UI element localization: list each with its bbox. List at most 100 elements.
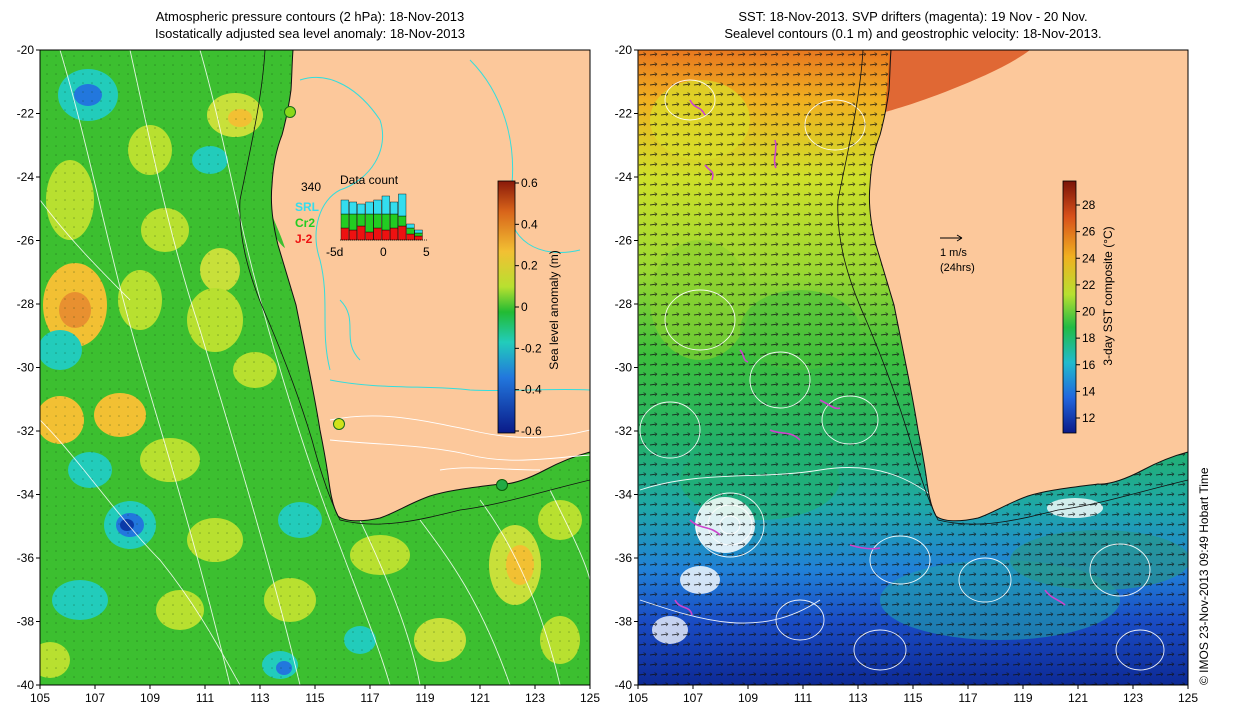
inset-bar-segment <box>357 225 366 241</box>
warm-coastal-water <box>885 50 1030 112</box>
inset-bar-segment <box>406 227 415 235</box>
ssh-colorbar: 0.6 0.4 0.2 0 -0.2 -0.4 -0.6 Sea level anomaly… <box>497 176 561 438</box>
lat-tick-label: -22 <box>17 107 35 121</box>
inset-x-tick: 0 <box>380 245 387 259</box>
inset-bar-segment <box>373 227 382 241</box>
inset-bar-segment <box>398 225 407 241</box>
sst-colorbar-label: 3-day SST composite (°C) <box>1101 226 1115 365</box>
inset-bar-segment <box>381 229 390 241</box>
sst-colorbar-tick-label: 18 <box>1082 331 1096 345</box>
data-count-inset: 340 Data count -5d 0 5 SRL Cr2 J-2 <box>295 173 430 259</box>
ssh-colorbar-tick-label: 0 <box>521 300 528 314</box>
lat-tick-label: -38 <box>17 615 35 629</box>
lat-tick-label: -28 <box>615 297 633 311</box>
lon-tick-label: 115 <box>903 691 922 705</box>
lat-tick-label: -34 <box>17 488 35 502</box>
inset-bar-segment <box>398 193 407 217</box>
sea-level-anomaly-map <box>40 50 590 685</box>
ssh-colorbar-tick-label: -0.2 <box>521 341 542 355</box>
shelf-isobath <box>239 50 590 525</box>
inset-bar-segment <box>365 213 374 233</box>
lat-tick-label: -26 <box>615 234 633 248</box>
lon-tick-label: 113 <box>848 691 867 705</box>
inset-bar-segment <box>406 223 415 229</box>
lon-tick-label: 119 <box>415 691 434 705</box>
sst-colorbar-tick-label: 26 <box>1082 225 1096 239</box>
lat-tick-label: -30 <box>615 361 633 375</box>
lon-tick-label: 123 <box>1123 691 1143 705</box>
coastline <box>270 50 590 522</box>
inset-bar-segment <box>349 201 358 215</box>
left-title-line1: Atmospheric pressure contours (2 hPa): 1… <box>156 9 465 24</box>
inset-bar-segment <box>340 227 349 241</box>
lat-tick-label: -36 <box>17 551 35 565</box>
ssh-colorbar-tick-label: -0.4 <box>521 383 542 397</box>
lon-tick-label: 109 <box>140 691 160 705</box>
lat-tick-label: -40 <box>17 678 35 692</box>
lon-tick-label: 111 <box>196 691 215 705</box>
inset-bar-segment <box>390 213 399 229</box>
left-title-line2: Isostatically adjusted sea level anomaly… <box>155 26 465 41</box>
inset-legend-cr2: Cr2 <box>295 216 315 230</box>
inset-bar-segment <box>406 233 415 241</box>
inset-bar-segment <box>340 213 349 229</box>
lat-tick-label: -24 <box>17 170 35 184</box>
land-pressure-contours <box>329 415 590 471</box>
inset-bars <box>340 193 423 241</box>
sst-colorbar-tick-label: 22 <box>1082 278 1096 292</box>
inset-bar-segment <box>365 231 374 241</box>
inset-bar-segment <box>373 199 382 215</box>
inset-bar-segment <box>349 213 358 231</box>
lon-tick-label: 109 <box>738 691 758 705</box>
sst-colorbar-scale <box>1062 180 1077 434</box>
lon-tick-label: 105 <box>30 691 50 705</box>
lat-tick-label: -22 <box>615 107 633 121</box>
lat-tick-label: -28 <box>17 297 35 311</box>
ssh-colorbar-tick-label: -0.6 <box>521 424 542 438</box>
lat-tick-label: -20 <box>615 43 633 57</box>
velocity-scale-arrow: 1 m/s (24hrs) <box>940 234 975 274</box>
australia-landmass <box>869 50 1188 521</box>
scale-arrow-label: 1 m/s <box>940 247 967 259</box>
lon-tick-label: 113 <box>250 691 269 705</box>
sst-colorbar-tick-label: 14 <box>1082 384 1096 398</box>
lon-tick-label: 125 <box>580 691 600 705</box>
lat-tick-label: -40 <box>615 678 633 692</box>
lat-tick-label: -32 <box>17 424 35 438</box>
lat-tick-label: -34 <box>615 488 633 502</box>
lon-tick-label: 121 <box>470 691 490 705</box>
sst-colorbar-tick-label: 24 <box>1082 251 1096 265</box>
lon-tick-label: 125 <box>1178 691 1198 705</box>
lon-tick-label: 121 <box>1068 691 1088 705</box>
right-title-line2: Sealevel contours (0.1 m) and geostrophi… <box>724 26 1101 41</box>
svp-drifter-tracks <box>674 99 1066 616</box>
lon-tick-label: 105 <box>628 691 648 705</box>
ssh-colorbar-ticks: 0.6 0.4 0.2 0 -0.2 -0.4 -0.6 <box>515 176 542 438</box>
inset-bar-segment <box>373 213 382 229</box>
inset-bar-segment <box>349 229 358 241</box>
ssh-colorbar-tick-label: 0.2 <box>521 259 538 273</box>
pressure-contours <box>40 50 590 685</box>
lon-tick-label: 115 <box>305 691 324 705</box>
lat-tick-label: -36 <box>615 551 633 565</box>
scale-arrow-head-icon <box>956 234 963 242</box>
tide-gauge-markers <box>284 106 508 491</box>
inset-legend-j2: J-2 <box>295 232 313 246</box>
ssh-colorbar-tick-label: 0.6 <box>521 176 538 190</box>
lat-tick-label: -32 <box>615 424 633 438</box>
lon-tick-label: 107 <box>85 691 105 705</box>
tide-gauge-marker <box>284 106 296 118</box>
inset-x-tick: -5d <box>326 245 343 259</box>
sst-colorbar-ticks: 28 26 24 22 20 18 16 14 12 <box>1076 198 1096 425</box>
tide-gauge-marker <box>496 479 508 491</box>
inset-bar-segment <box>340 199 349 215</box>
scale-arrow-sublabel: (24hrs) <box>940 262 975 274</box>
right-title-line1: SST: 18-Nov-2013. SVP drifters (magenta)… <box>738 9 1087 24</box>
inset-bar-segment <box>414 235 423 241</box>
inset-bar-segment <box>357 213 366 227</box>
lat-tick-label: -30 <box>17 361 35 375</box>
sst-colorbar-tick-label: 20 <box>1082 305 1096 319</box>
inset-bar-segment <box>381 195 390 215</box>
